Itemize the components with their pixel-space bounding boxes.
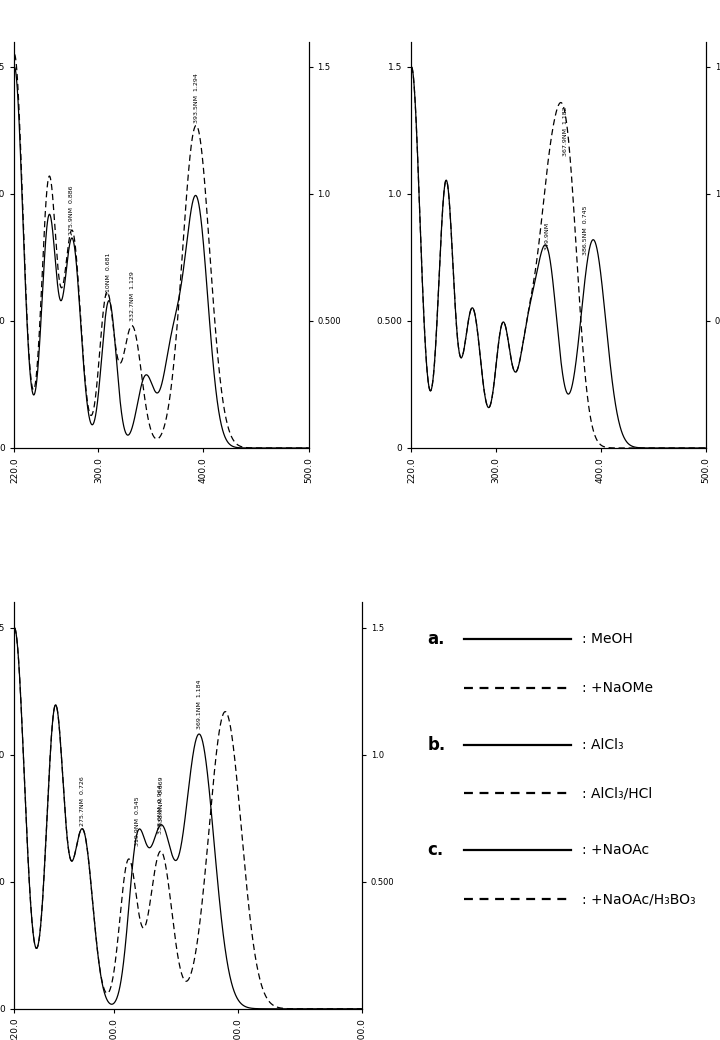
Text: : MeOH: : MeOH [582,632,633,646]
Text: : +NaOMe: : +NaOMe [582,681,653,695]
Text: 275.7NM  0.726: 275.7NM 0.726 [80,776,85,826]
Text: 393.5NM  1.294: 393.5NM 1.294 [194,73,199,123]
Text: a.: a. [427,630,445,648]
Text: 369.1NM  1.184: 369.1NM 1.184 [197,680,202,729]
Text: 310NM  0.681: 310NM 0.681 [107,253,112,295]
Text: 386.5NM  0.745: 386.5NM 0.745 [583,206,588,255]
Text: 338.9NM  0.669: 338.9NM 0.669 [160,776,164,826]
Text: 338.6NM  0.964: 338.6NM 0.964 [158,784,163,833]
Text: b.: b. [427,735,446,754]
Text: 275.9NM  0.886: 275.9NM 0.886 [68,185,73,235]
Text: 332.7NM  1.129: 332.7NM 1.129 [130,271,135,321]
Text: 349.9NM: 349.9NM [544,222,549,250]
Text: 367.9NM  1.182: 367.9NM 1.182 [563,106,568,156]
Text: c.: c. [427,841,444,859]
Text: : +NaOAc: : +NaOAc [582,843,649,857]
Text: 319.9NM  0.545: 319.9NM 0.545 [135,797,140,847]
Text: : AlCl₃: : AlCl₃ [582,737,624,752]
Text: : +NaOAc/H₃BO₃: : +NaOAc/H₃BO₃ [582,892,696,906]
Text: : AlCl₃/HCl: : AlCl₃/HCl [582,786,652,801]
